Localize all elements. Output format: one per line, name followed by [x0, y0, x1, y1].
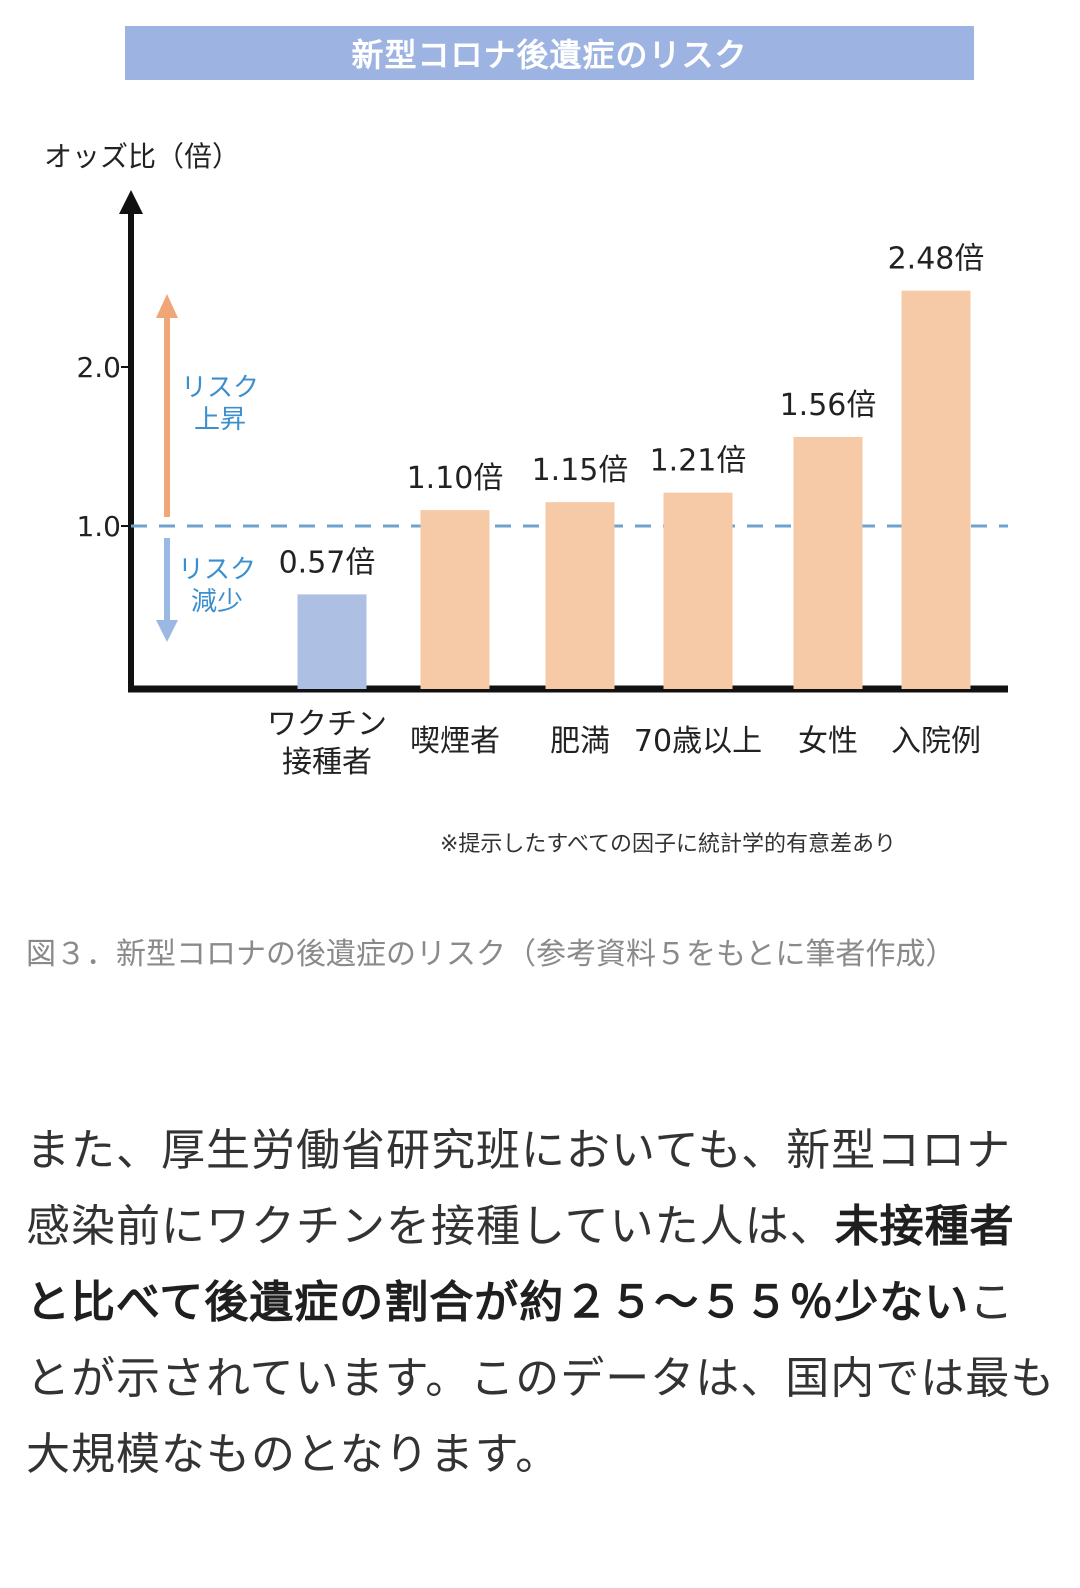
- x-category-label: 女性: [798, 724, 858, 759]
- bar: [545, 502, 615, 689]
- bar-value-label: 0.57倍: [279, 545, 376, 580]
- bar-value-label: 1.10倍: [407, 461, 504, 496]
- bar-value-label: 1.15倍: [532, 453, 629, 488]
- risk-up-arrowhead: [156, 294, 178, 318]
- risk-up-label: リスク: [181, 373, 259, 403]
- y-axis-label: オッズ比（倍）: [44, 140, 240, 173]
- y-tick-label: 1.0: [76, 510, 121, 543]
- article-paragraph: また、厚生労働省研究班においても、新型コロナ感染前にワクチンを接種していた人は、…: [26, 1113, 1056, 1493]
- bar: [420, 510, 490, 689]
- x-category-label: 70歳以上: [634, 724, 762, 759]
- y-tick-label: 2.0: [76, 351, 121, 384]
- paragraph-text-1: また、厚生労働省研究班においても、新型コロナ感染前にワクチンを接種していた人は、: [26, 1125, 1012, 1252]
- x-category-label: 接種者: [282, 745, 372, 780]
- x-category-label: 喫煙者: [410, 724, 500, 759]
- bar: [793, 436, 863, 689]
- x-category-label: 肥満: [550, 724, 610, 759]
- bar: [297, 594, 367, 689]
- risk-down-arrowhead: [156, 620, 178, 642]
- bar-chart: オッズ比（倍） 1.0 2.0 0.57倍 1.10倍 1.15倍 1.21倍 1.56倍 2.…: [44, 140, 1008, 780]
- paragraph-text-2: ことが示されています。このデータは、国内では最も大規模なものとなります。: [26, 1277, 1056, 1480]
- chart-footnote: ※提示したすべての因子に統計学的有意差あり: [440, 832, 897, 857]
- bar-value-label: 1.56倍: [780, 388, 877, 423]
- risk-down-label: リスク: [178, 555, 256, 585]
- risk-up-label: 上昇: [194, 405, 246, 435]
- x-category-label: 入院例: [891, 724, 981, 759]
- bar: [901, 290, 971, 689]
- figure-caption: 図３．新型コロナの後遺症のリスク（参考資料５をもとに筆者作成）: [26, 937, 956, 972]
- paragraph-bold-text: 未接種者と比べて後遺症の割合が約２５～５５％少ない: [26, 1201, 1015, 1328]
- bar: [663, 492, 733, 689]
- risk-down-label: 減少: [191, 587, 243, 617]
- y-axis-arrowhead: [119, 190, 143, 214]
- bar-value-label: 1.21倍: [650, 444, 747, 479]
- bar-value-label: 2.48倍: [888, 242, 985, 277]
- x-category-label: ワクチン: [267, 707, 387, 742]
- chart-title-banner: 新型コロナ後遺症のリスク: [125, 26, 974, 80]
